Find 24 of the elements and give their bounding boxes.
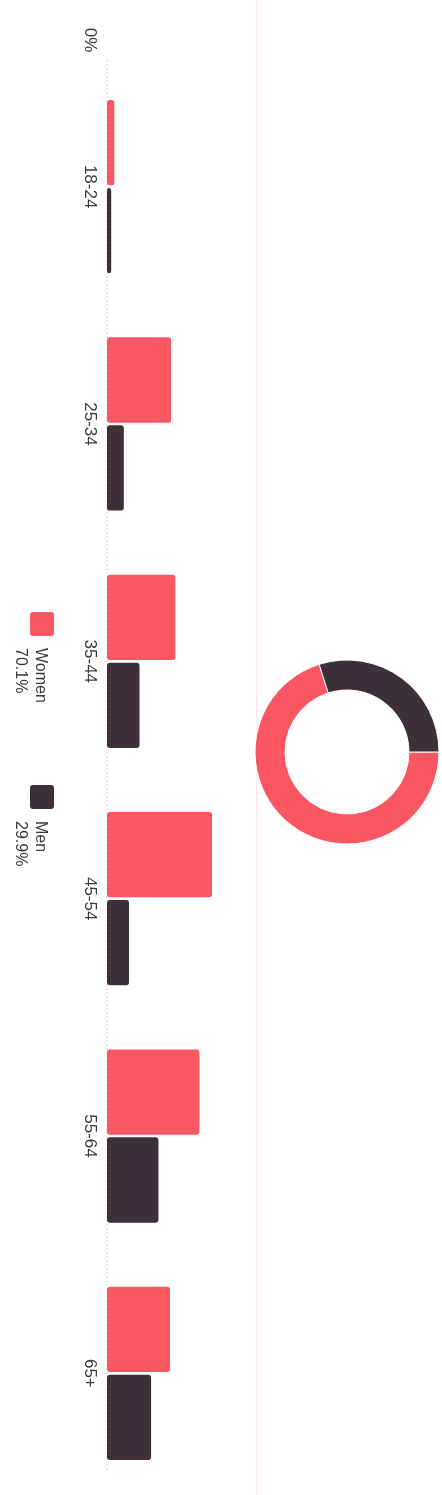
bar: [107, 1374, 152, 1460]
y-tick-label: 45-54: [81, 876, 100, 921]
bar: [107, 1286, 170, 1373]
y-tick-label: 25-34: [81, 402, 100, 446]
bar: [107, 899, 130, 986]
y-tick-label: 55-64: [81, 1114, 100, 1158]
bar: [107, 425, 124, 511]
bar: [107, 662, 140, 748]
legend-label: Men: [33, 821, 50, 853]
y-tick-label: 18-24: [81, 164, 100, 209]
bar: [107, 187, 112, 274]
data-label: 29.9%: [13, 821, 30, 867]
legend-label: Women: [33, 648, 50, 703]
bar: [107, 1137, 159, 1223]
bar: [107, 1049, 200, 1135]
bar: [107, 574, 176, 661]
bar: [107, 337, 172, 423]
bar: [107, 812, 212, 898]
donut-slice: [254, 663, 440, 845]
data-label: 70.1%: [13, 648, 30, 694]
y-tick-label: 65+: [81, 1358, 100, 1388]
text: 0%: [81, 27, 100, 53]
bar: [107, 100, 115, 186]
y-tick-label: 35-44: [81, 639, 100, 684]
